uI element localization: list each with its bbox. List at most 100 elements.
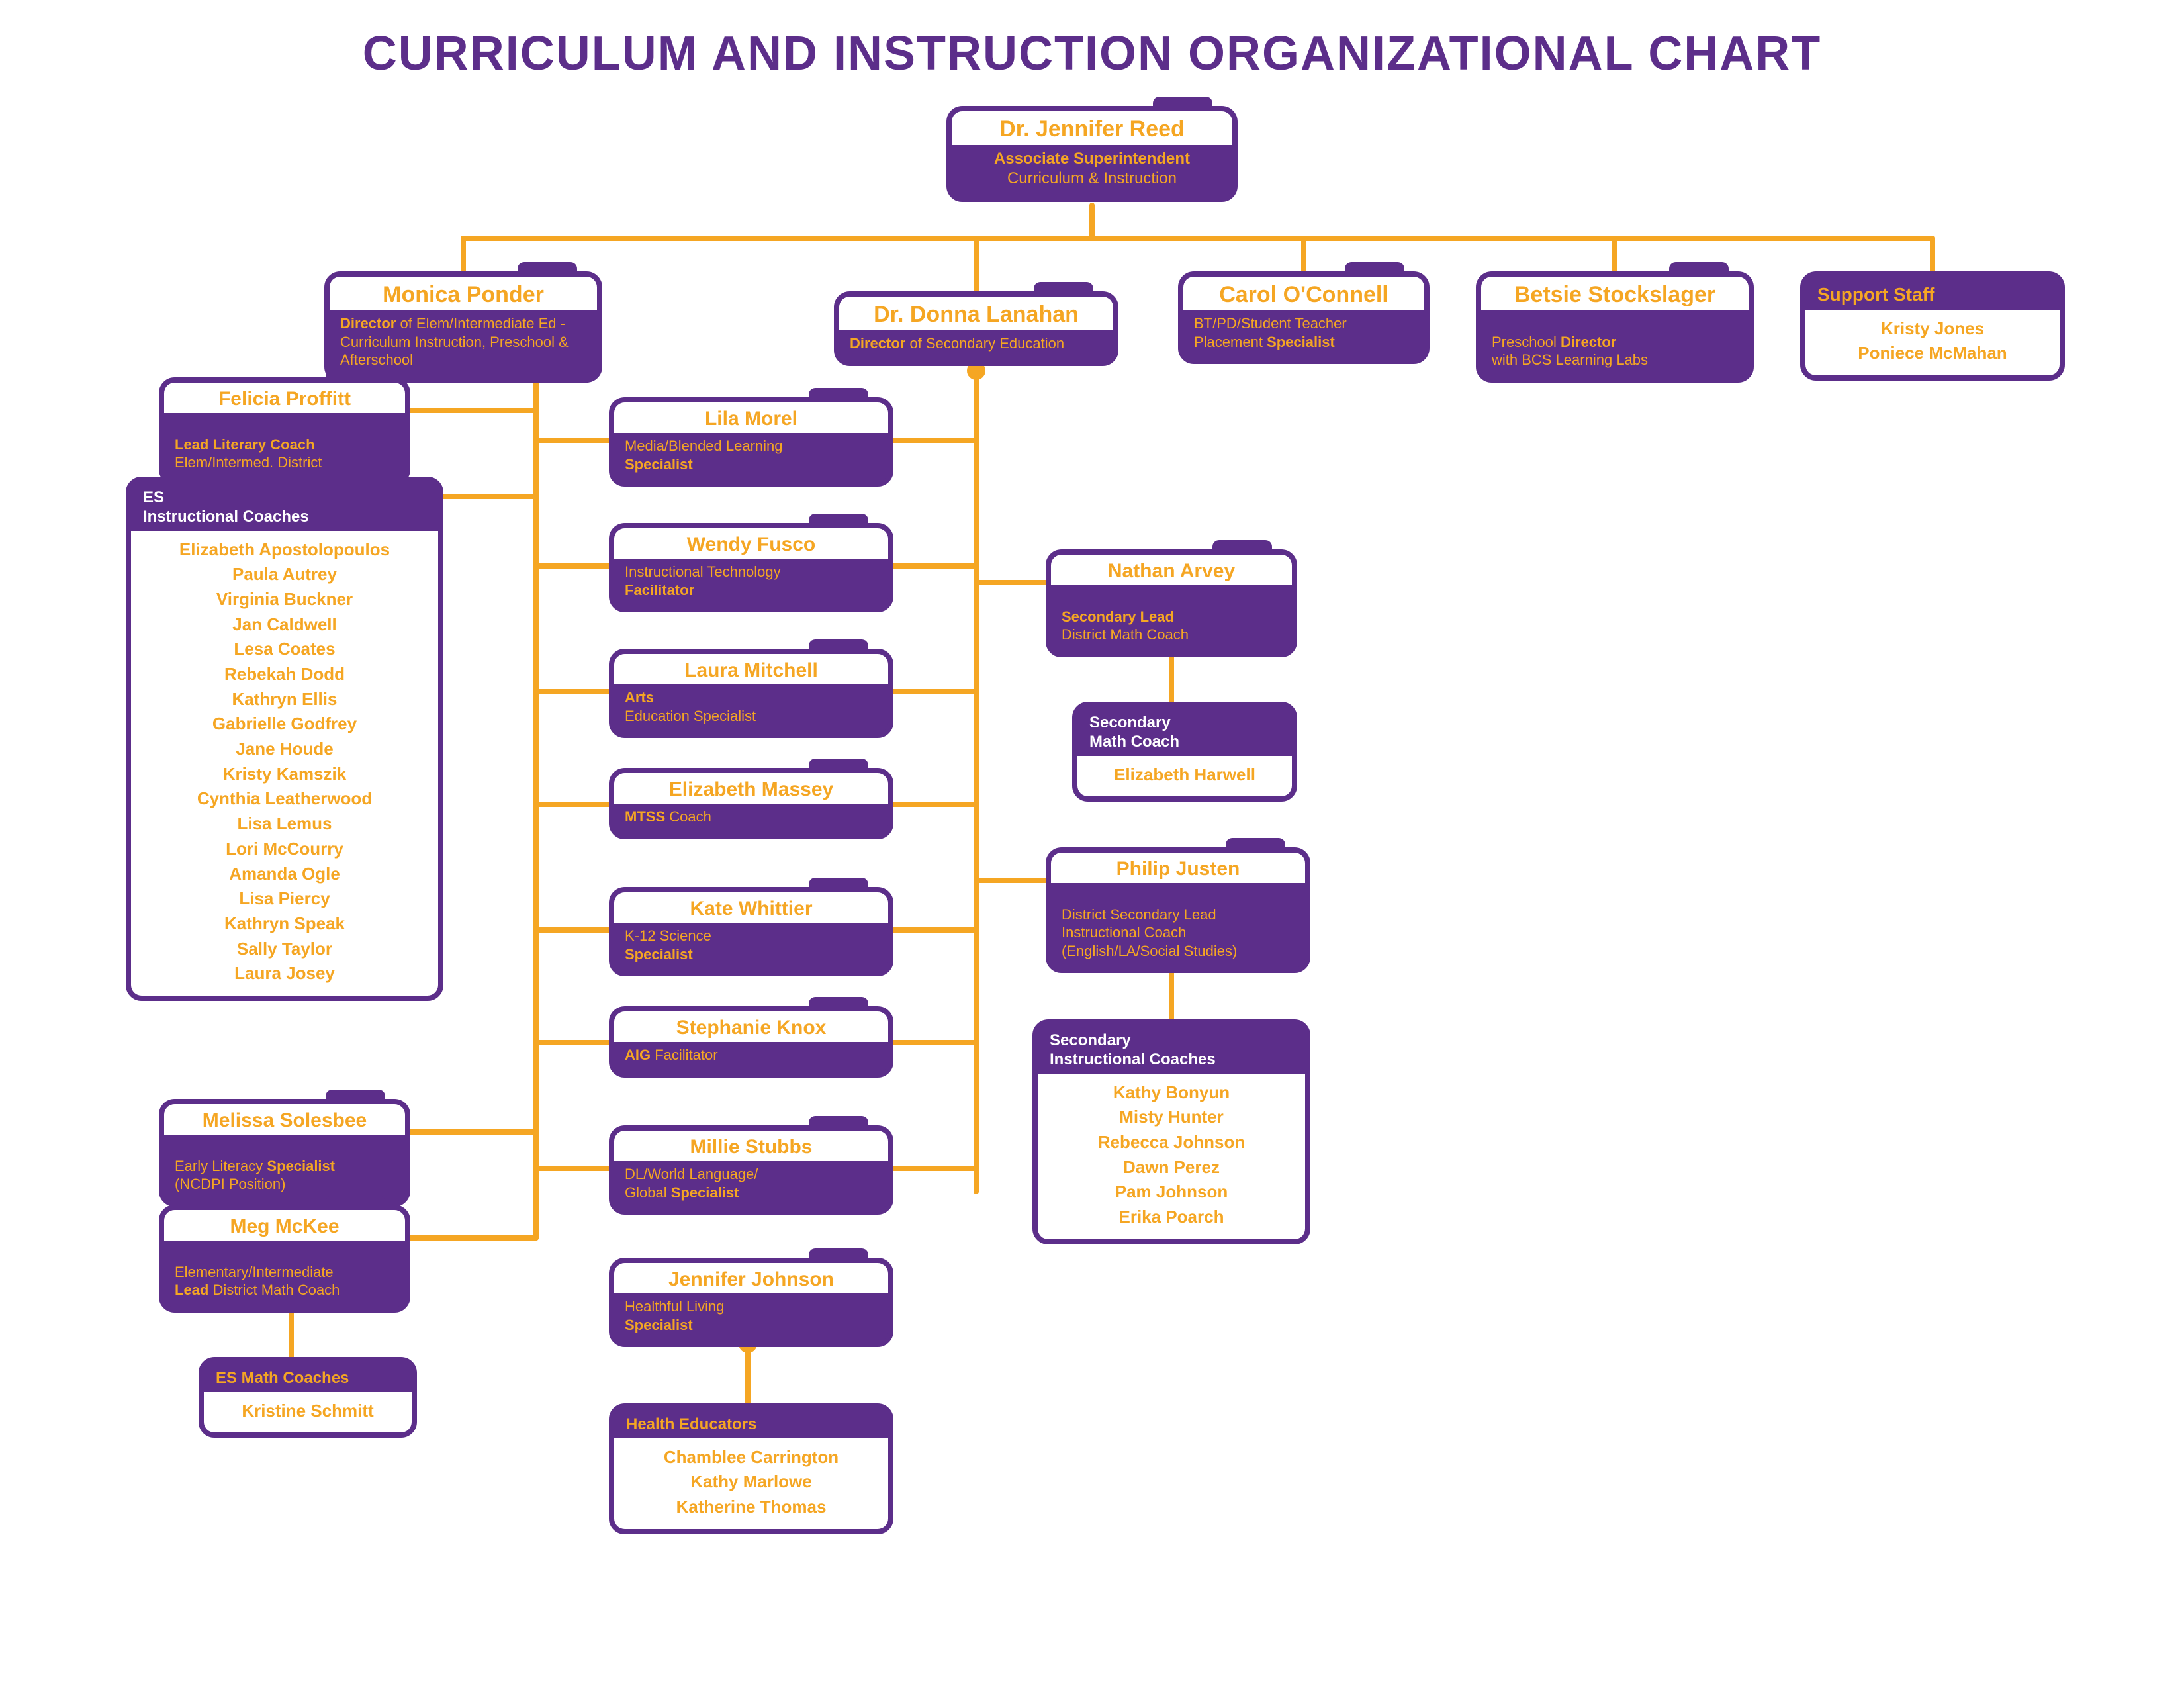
node-name: Millie Stubbs: [614, 1131, 888, 1161]
role-post: Elem/Intermed. District: [175, 454, 322, 471]
role-pre: Instructional Technology: [625, 563, 781, 580]
node-tab: [809, 1116, 868, 1125]
list-item: Kathryn Ellis: [142, 687, 428, 712]
node-tab: [809, 514, 868, 523]
node-name: Lila Morel: [614, 402, 888, 433]
node-name: Meg McKee: [164, 1210, 405, 1241]
list-item: Cynthia Leatherwood: [142, 786, 428, 812]
node-massey: Elizabeth MasseyMTSS Coach: [609, 768, 893, 839]
list-header: Health Educators: [614, 1409, 888, 1438]
node-fusco: Wendy FuscoInstructional Technology Faci…: [609, 523, 893, 612]
role-post: District Math Coach: [208, 1282, 340, 1298]
page-title: CURRICULUM AND INSTRUCTION ORGANIZATIONA…: [0, 26, 2184, 81]
role-bold: Specialist: [1267, 334, 1335, 350]
role-bold: Specialist: [625, 946, 693, 962]
node-name: Laura Mitchell: [614, 654, 888, 684]
node-name: Elizabeth Massey: [614, 773, 888, 804]
node-name: Kate Whittier: [614, 892, 888, 923]
node-role: Early Literacy Specialist (NCDPI Positio…: [164, 1135, 405, 1201]
list-item: Elizabeth Apostolopoulos: [142, 538, 428, 563]
role-pre: Elementary/Intermediate: [175, 1264, 334, 1280]
node-role: AIG Facilitator: [614, 1042, 888, 1072]
list-item: Elizabeth Harwell: [1088, 763, 1281, 788]
list-body: Elizabeth ApostolopoulosPaula AutreyVirg…: [131, 531, 438, 996]
node-role: MTSS Coach: [614, 804, 888, 834]
role-bold: Director: [340, 315, 396, 332]
node-tab: [326, 368, 385, 377]
node-role: Director of Secondary Education: [839, 330, 1113, 361]
node-role: Associate Superintendent Curriculum & In…: [952, 145, 1232, 197]
role-bold: Lead: [175, 1282, 208, 1298]
node-role: Preschool Director with BCS Learning Lab…: [1481, 310, 1749, 377]
role-bold: Facilitator: [625, 582, 694, 598]
node-role: District Secondary Lead Instructional Co…: [1051, 883, 1305, 968]
node-name: Wendy Fusco: [614, 528, 888, 559]
node-arvey: Nathan Arvey Secondary Lead District Mat…: [1046, 549, 1297, 657]
node-tab: [809, 388, 868, 397]
node-proffitt: Felicia Proffitt Lead Literary Coach Ele…: [159, 377, 410, 485]
list-item: Poniece McMahan: [1816, 341, 2049, 366]
node-tab: [809, 639, 868, 649]
list-item: Rebekah Dodd: [142, 662, 428, 687]
list-body: Kristine Schmitt: [204, 1392, 412, 1433]
role-post: Coach: [665, 808, 711, 825]
node-role: K-12 Science Specialist: [614, 923, 888, 971]
list-item: Pam Johnson: [1048, 1180, 1295, 1205]
list-body: Kathy BonyunMisty HunterRebecca JohnsonD…: [1038, 1074, 1305, 1239]
list-item: Kathy Marlowe: [625, 1470, 878, 1495]
node-ponder: Monica Ponder Director of Elem/Intermedi…: [324, 271, 602, 383]
list-header: Secondary Math Coach: [1077, 707, 1292, 756]
role-pre: Media/Blended Learning: [625, 438, 783, 454]
role-post: Education Specialist: [625, 708, 756, 724]
node-knox: Stephanie KnoxAIG Facilitator: [609, 1006, 893, 1078]
node-role: Media/Blended Learning Specialist: [614, 433, 888, 481]
node-name: Monica Ponder: [330, 277, 597, 310]
node-tab: [809, 878, 868, 887]
list-item: Dawn Perez: [1048, 1155, 1295, 1180]
role-bold: Specialist: [625, 1317, 693, 1333]
node-es-math: ES Math Coaches Kristine Schmitt: [199, 1357, 417, 1438]
node-role: Elementary/Intermediate Lead District Ma…: [164, 1241, 405, 1307]
role-post: District Math Coach: [1062, 626, 1189, 643]
node-oconnell: Carol O'Connell BT/PD/Student Teacher Pl…: [1178, 271, 1430, 364]
role-bold: Director: [850, 335, 905, 352]
list-item: Rebecca Johnson: [1048, 1130, 1295, 1155]
list-item: Sally Taylor: [142, 937, 428, 962]
role-bold: Specialist: [671, 1184, 739, 1201]
role-bold: Specialist: [625, 456, 693, 473]
role-pre: Healthful Living: [625, 1298, 724, 1315]
list-item: Kathryn Speak: [142, 912, 428, 937]
list-item: Katherine Thomas: [625, 1495, 878, 1520]
role-bold: Secondary Lead: [1062, 608, 1174, 625]
node-role: Instructional Technology Facilitator: [614, 559, 888, 607]
node-tab: [1345, 262, 1404, 271]
node-name: Stephanie Knox: [614, 1011, 888, 1042]
node-tab: [326, 1090, 385, 1099]
list-header: Support Staff: [1805, 277, 2060, 310]
list-body: Elizabeth Harwell: [1077, 756, 1292, 797]
role-bold: Arts: [625, 689, 654, 706]
list-item: Jan Caldwell: [142, 612, 428, 637]
node-root: Dr. Jennifer Reed Associate Superintende…: [946, 106, 1238, 202]
role-bold: Director: [1561, 334, 1616, 350]
node-johnson: Jennifer JohnsonHealthful Living Special…: [609, 1258, 893, 1347]
node-es-coaches: ES Instructional Coaches Elizabeth Apost…: [126, 477, 443, 1001]
list-body: Kristy Jones Poniece McMahan: [1805, 310, 2060, 375]
node-sec-math: Secondary Math Coach Elizabeth Harwell: [1072, 702, 1297, 802]
node-name: Nathan Arvey: [1051, 555, 1292, 585]
list-item: Laura Josey: [142, 961, 428, 986]
list-header: ES Instructional Coaches: [131, 482, 438, 531]
node-support-staff: Support Staff Kristy Jones Poniece McMah…: [1800, 271, 2065, 381]
node-tab: [1669, 262, 1729, 271]
role-post: Facilitator: [651, 1047, 717, 1063]
node-mckee: Meg McKee Elementary/Intermediate Lead D…: [159, 1205, 410, 1313]
node-name: Felicia Proffitt: [164, 383, 405, 413]
node-name: Dr. Donna Lanahan: [839, 297, 1113, 330]
list-header: Secondary Instructional Coaches: [1038, 1025, 1305, 1074]
list-item: Lori McCourry: [142, 837, 428, 862]
node-stubbs: Millie StubbsDL/World Language/ Global S…: [609, 1125, 893, 1215]
list-item: Kristy Jones: [1816, 316, 2049, 342]
list-body: Chamblee CarringtonKathy MarloweKatherin…: [614, 1438, 888, 1529]
role-pre: Preschool: [1492, 334, 1561, 350]
list-item: Amanda Ogle: [142, 862, 428, 887]
